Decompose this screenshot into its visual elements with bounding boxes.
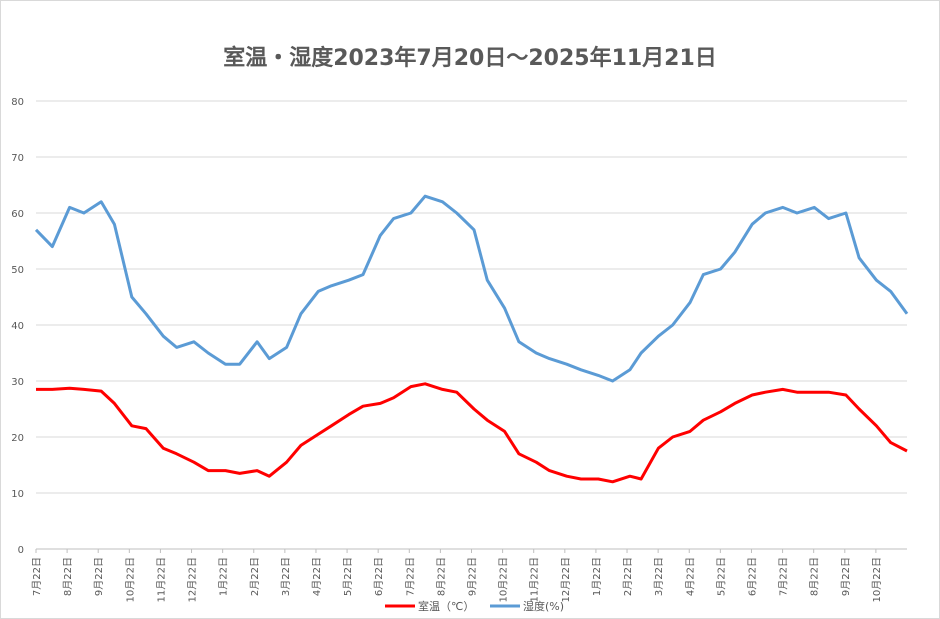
y-tick-label: 40 xyxy=(11,321,24,332)
x-tick-label: 9月22日 xyxy=(93,557,105,596)
x-tick-label: 9月22日 xyxy=(467,557,479,596)
x-tick-label: 6月22日 xyxy=(746,557,758,596)
gridlines xyxy=(36,100,907,550)
x-tick-label: 4月22日 xyxy=(684,557,696,596)
legend: 室温（℃） 湿度(%) xyxy=(385,599,564,613)
y-tick-label: 70 xyxy=(11,153,24,164)
x-tick-label: 4月22日 xyxy=(311,557,323,596)
y-tick-label: 20 xyxy=(11,433,24,444)
x-tick-label: 2月22日 xyxy=(249,557,261,596)
x-tick-label: 3月22日 xyxy=(653,557,665,596)
x-tick-label: 8月22日 xyxy=(809,557,821,596)
x-tick-label: 10月22日 xyxy=(124,557,136,602)
chart-title: 室温・湿度2023年7月20日～2025年11月21日 xyxy=(223,46,717,71)
y-tick-label: 80 xyxy=(11,97,24,108)
x-tick-label: 10月22日 xyxy=(498,557,510,602)
series-line-1 xyxy=(34,194,909,383)
y-tick-label: 60 xyxy=(11,209,24,220)
x-tick-label: 6月22日 xyxy=(373,557,385,596)
x-tick-label: 1月22日 xyxy=(218,557,230,596)
x-tick-label: 12月22日 xyxy=(560,557,572,602)
x-tick-label: 11月22日 xyxy=(529,557,541,602)
y-tick-label: 10 xyxy=(11,489,24,500)
x-tick-label: 9月22日 xyxy=(840,557,852,596)
x-tick-label: 2月22日 xyxy=(622,557,634,596)
x-tick-label: 5月22日 xyxy=(342,557,354,596)
x-tick-label: 7月22日 xyxy=(31,557,43,596)
legend-label-0: 室温（℃） xyxy=(418,599,474,613)
x-tick-label: 10月22日 xyxy=(871,557,883,602)
x-tick-label: 1月22日 xyxy=(591,557,603,596)
x-tick-label: 11月22日 xyxy=(155,557,167,602)
x-tick-label: 5月22日 xyxy=(715,557,727,596)
x-tick-label: 8月22日 xyxy=(435,557,447,596)
series-line-0 xyxy=(36,382,908,484)
x-tick-label: 7月22日 xyxy=(778,557,790,596)
series-lines xyxy=(34,194,909,484)
x-tick-label: 12月22日 xyxy=(187,557,199,602)
x-tick-label: 7月22日 xyxy=(404,557,416,596)
x-tick-label: 8月22日 xyxy=(62,557,74,596)
y-tick-label: 30 xyxy=(11,377,24,388)
y-tick-label: 0 xyxy=(18,545,24,556)
x-tick-label: 3月22日 xyxy=(280,557,292,596)
legend-label-1: 湿度(%) xyxy=(523,599,564,613)
y-axis: 0 10 20 30 40 50 60 70 80 xyxy=(11,97,24,556)
y-tick-label: 50 xyxy=(11,265,24,276)
x-axis: 7月22日 8月22日 9月22日 10月22日 11月22日 12月22日 1月22日 2月… xyxy=(31,549,883,602)
